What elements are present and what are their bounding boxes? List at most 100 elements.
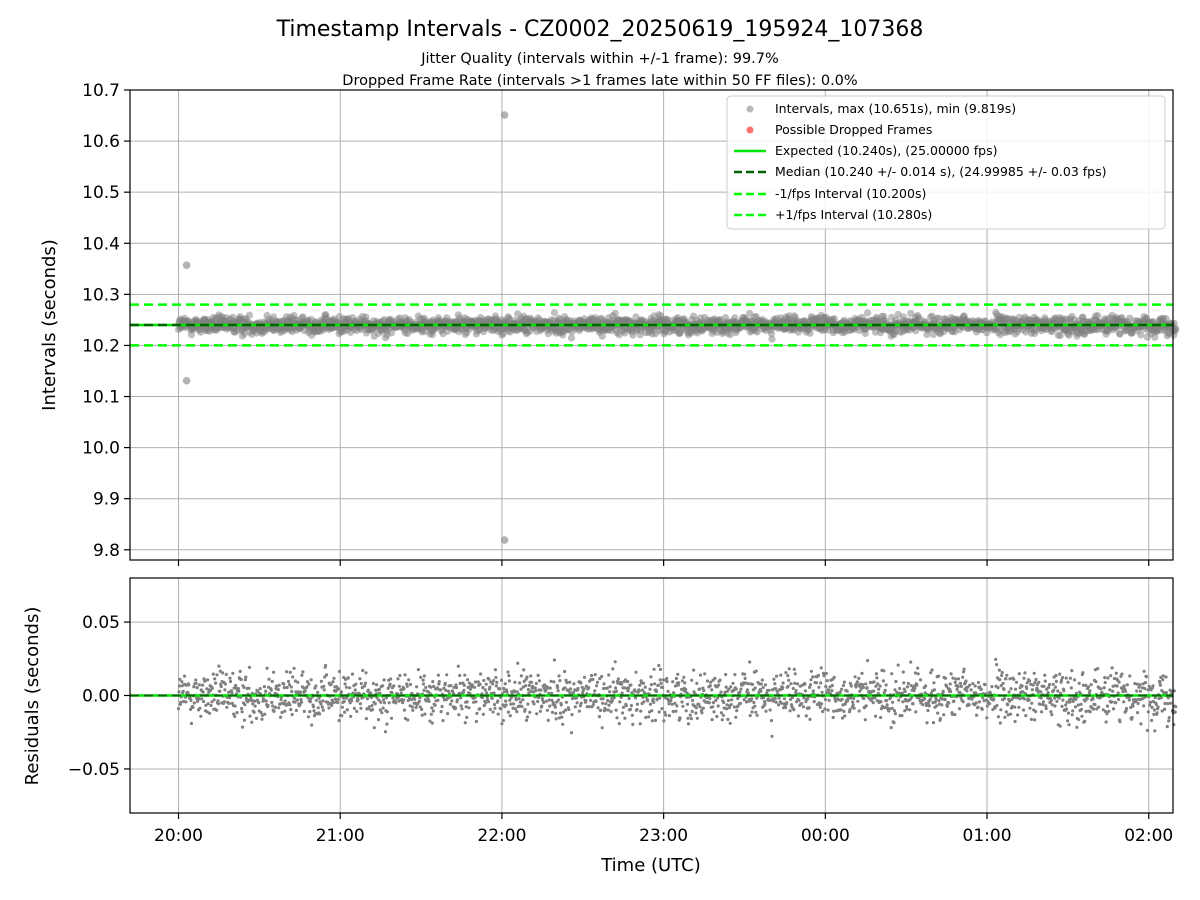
legend-label-median: Median (10.240 +/- 0.014 s), (24.99985 +… (775, 164, 1106, 179)
residual-point (568, 680, 572, 684)
residual-point (507, 679, 511, 683)
residual-point (752, 700, 756, 705)
residual-point (821, 709, 825, 714)
residual-point (1056, 689, 1060, 693)
residual-point (646, 699, 650, 703)
residual-point (554, 717, 558, 721)
residual-point (980, 707, 984, 712)
residual-point (773, 697, 777, 701)
residual-point (985, 716, 989, 720)
residual-point (457, 713, 461, 717)
residual-point (536, 699, 540, 704)
residual-point (932, 688, 937, 692)
legend-label-plus-fps: +1/fps Interval (10.280s) (775, 207, 932, 222)
interval-point (726, 331, 734, 339)
residual-point (985, 704, 989, 708)
residual-point (823, 697, 828, 702)
residual-point (233, 714, 237, 719)
residual-point (860, 683, 865, 687)
residual-point (376, 718, 381, 722)
residual-point (344, 685, 349, 689)
residual-point (443, 681, 447, 686)
residual-point (983, 683, 987, 687)
intervals-plot-frame (129, 89, 1174, 561)
residuals-y-axis-label: Residuals (seconds) (22, 607, 43, 786)
residual-point (1006, 703, 1010, 707)
residual-point (1051, 682, 1055, 687)
residual-point (647, 715, 651, 719)
residual-point (1105, 704, 1110, 708)
residual-point (769, 719, 774, 723)
residual-point (382, 678, 386, 682)
residual-point (403, 716, 407, 721)
residual-point (1108, 688, 1112, 692)
residual-point (773, 682, 777, 686)
residual-point (305, 680, 310, 684)
residual-point (1122, 684, 1126, 688)
residual-point (602, 682, 606, 686)
residual-point (415, 685, 419, 689)
residual-point (259, 711, 263, 715)
residual-point (1093, 703, 1097, 707)
residual-point (793, 672, 797, 676)
residual-point (231, 671, 235, 675)
residual-point (459, 704, 463, 708)
residual-point (1117, 680, 1121, 684)
residual-point (382, 701, 387, 705)
residual-point (1064, 676, 1068, 680)
residual-point (506, 710, 510, 714)
residual-point (776, 703, 781, 707)
residual-point (238, 669, 242, 674)
residual-point (745, 688, 750, 692)
residual-point (243, 703, 247, 707)
residual-point (435, 686, 439, 690)
intervals-y-axis-label: Intervals (seconds) (39, 239, 60, 411)
residual-point (1013, 705, 1017, 709)
residual-point (563, 669, 567, 674)
residual-point (551, 701, 556, 705)
residual-point (587, 686, 591, 690)
residual-point (496, 712, 500, 716)
residual-point (866, 658, 870, 663)
residual-point (589, 698, 593, 703)
residual-point (350, 672, 355, 676)
residual-point (556, 686, 560, 690)
residual-point (728, 721, 732, 725)
residual-point (206, 702, 210, 706)
residual-point (860, 671, 864, 676)
residual-point (496, 699, 500, 703)
residual-point (265, 666, 269, 670)
residual-point (856, 699, 860, 703)
residual-point (787, 678, 791, 682)
residual-point (1146, 710, 1150, 714)
interval-outlier-0 (182, 261, 191, 270)
residual-point (763, 683, 768, 687)
residual-point (872, 680, 876, 684)
residual-point (877, 687, 881, 691)
interval-point (245, 311, 254, 319)
residual-point (1088, 689, 1092, 693)
residual-point (263, 712, 267, 716)
residual-point (1066, 719, 1070, 723)
residual-point (567, 689, 571, 693)
residual-point (237, 689, 241, 693)
residual-point (1083, 719, 1087, 723)
residual-point (729, 685, 733, 689)
residual-point (563, 708, 568, 712)
residual-point (604, 702, 608, 706)
residual-point (381, 684, 385, 688)
residual-point (1154, 702, 1158, 707)
residual-point (602, 686, 606, 691)
residual-point (422, 688, 426, 692)
residual-point (998, 721, 1002, 725)
intervals-ytick-label-2: 10.5 (82, 183, 120, 203)
residual-point (992, 697, 996, 701)
residual-point (512, 690, 517, 694)
residual-point (397, 684, 401, 688)
residual-point (820, 702, 824, 706)
residual-point (330, 703, 334, 708)
interval-point (387, 329, 396, 337)
residual-point (743, 672, 747, 676)
residual-point (355, 709, 359, 714)
residual-point (575, 696, 579, 700)
